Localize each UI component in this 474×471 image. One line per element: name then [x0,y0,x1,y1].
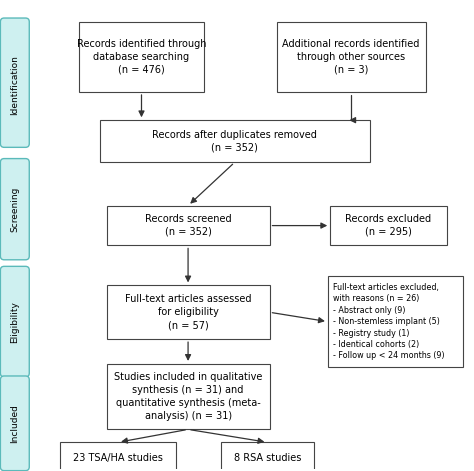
Text: Records after duplicates removed
(n = 352): Records after duplicates removed (n = 35… [152,130,317,153]
Text: 8 RSA studies: 8 RSA studies [234,453,301,463]
FancyBboxPatch shape [60,442,176,471]
Text: Records excluded
(n = 295): Records excluded (n = 295) [345,214,431,237]
Text: Full-text articles assessed
for eligibility
(n = 57): Full-text articles assessed for eligibil… [125,294,251,330]
FancyBboxPatch shape [79,22,204,92]
FancyBboxPatch shape [0,376,29,471]
FancyBboxPatch shape [107,206,270,245]
FancyBboxPatch shape [221,442,314,471]
Text: Additional records identified
through other sources
(n = 3): Additional records identified through ot… [283,39,420,75]
Text: Included: Included [10,404,19,443]
Text: Full-text articles excluded,
with reasons (n = 26)
- Abstract only (9)
- Non-ste: Full-text articles excluded, with reason… [333,283,445,360]
FancyBboxPatch shape [0,18,29,147]
FancyBboxPatch shape [328,276,463,367]
FancyBboxPatch shape [100,120,370,162]
Text: 23 TSA/HA studies: 23 TSA/HA studies [73,453,163,463]
Text: Studies included in qualitative
synthesis (n = 31) and
quantitative synthesis (m: Studies included in qualitative synthesi… [114,373,262,421]
Text: Screening: Screening [10,187,19,232]
FancyBboxPatch shape [0,159,29,260]
FancyBboxPatch shape [107,364,270,430]
Text: Identification: Identification [10,55,19,115]
FancyBboxPatch shape [276,22,426,92]
Text: Records identified through
database searching
(n = 476): Records identified through database sear… [77,39,206,75]
Text: Records screened
(n = 352): Records screened (n = 352) [145,214,231,237]
Text: Eligibility: Eligibility [10,300,19,342]
FancyBboxPatch shape [107,285,270,339]
FancyBboxPatch shape [0,266,29,377]
FancyBboxPatch shape [330,206,447,245]
